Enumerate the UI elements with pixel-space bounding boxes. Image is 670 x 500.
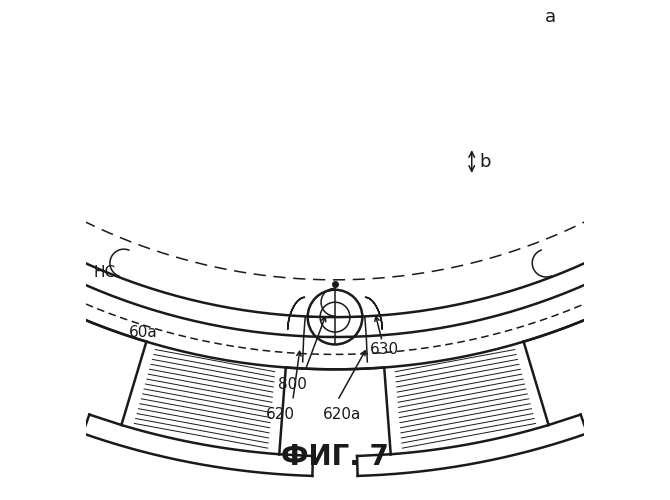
Text: 630: 630 xyxy=(370,342,399,357)
Text: ФИГ. 7: ФИГ. 7 xyxy=(281,444,389,471)
Text: 60a: 60a xyxy=(129,324,158,340)
Text: b: b xyxy=(479,152,490,170)
Text: 620a: 620a xyxy=(323,406,362,422)
Text: 800: 800 xyxy=(278,377,307,392)
Text: a: a xyxy=(545,8,557,26)
Text: 620: 620 xyxy=(266,406,295,422)
Text: НС: НС xyxy=(93,265,115,280)
